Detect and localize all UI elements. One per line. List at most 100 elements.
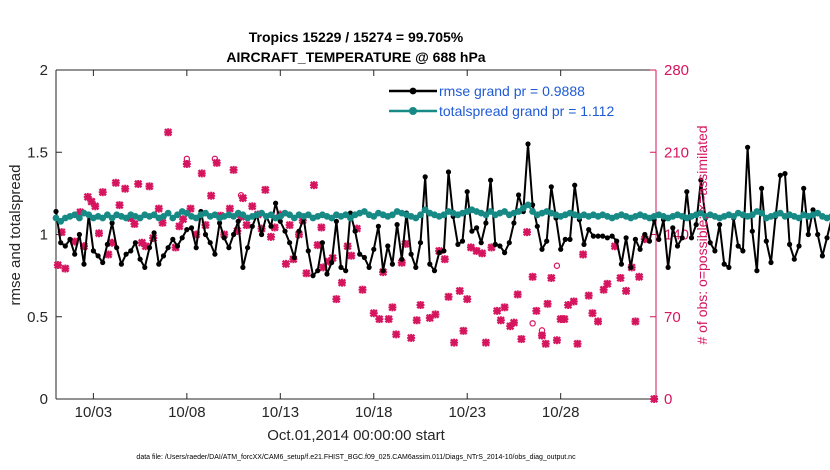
rmse-point (128, 248, 134, 254)
obs-assimilated-marker (513, 290, 522, 299)
totalspread-point (814, 209, 822, 217)
rmse-point (628, 264, 634, 270)
obs-assimilated-marker (317, 223, 326, 232)
rmse-point (235, 218, 241, 224)
rmse-point (282, 228, 288, 234)
rmse-point (338, 264, 344, 270)
rmse-point (693, 222, 699, 228)
rmse-point (76, 231, 82, 238)
y-axis-label-right: # of obs: o=possible; ×=assimilated (694, 125, 710, 344)
rmse-point (637, 246, 643, 252)
rmse-point (188, 225, 195, 231)
rmse-point (207, 240, 213, 246)
rmse-point (618, 261, 625, 267)
obs-assimilated-marker (450, 338, 459, 347)
rmse-point (202, 231, 209, 238)
obs-assimilated-marker (332, 295, 341, 304)
rmse-point (132, 240, 138, 246)
obs-assimilated-marker (98, 188, 107, 197)
obs-assimilated-marker (91, 202, 100, 211)
rmse-point (459, 238, 466, 244)
rmse-point (632, 236, 639, 242)
rmse-point (600, 233, 606, 239)
obs-assimilated-marker (94, 229, 104, 238)
legend-label: totalspread grand pr = 1.112 (439, 103, 614, 119)
obs-possible-marker (183, 155, 191, 163)
totalspread-point (76, 214, 83, 222)
rmse-point (441, 248, 447, 254)
rmse-point (787, 241, 793, 247)
rmse-point (179, 235, 185, 241)
rmse-point (745, 144, 751, 150)
obs-assimilated-marker (543, 299, 552, 308)
rmse-point (717, 222, 723, 228)
obs-assimilated-marker (444, 292, 453, 301)
rmse-point (399, 256, 405, 262)
obs-assimilated-marker (137, 238, 147, 247)
rmse-point (721, 261, 727, 267)
rmse-point (791, 256, 797, 262)
rmse-point (740, 248, 746, 254)
obs-assimilated-marker (650, 394, 659, 404)
obs-assimilated-marker (431, 310, 440, 319)
obs-assimilated-marker (481, 338, 490, 347)
rmse-point (572, 182, 578, 188)
obs-assimilated-marker (560, 315, 569, 324)
rmse-point (100, 259, 106, 266)
rmse-point (759, 185, 765, 191)
obs-possible-marker (211, 155, 219, 163)
obs-assimilated-marker (407, 333, 416, 342)
obs-assimilated-marker (302, 269, 311, 278)
obs-assimilated-marker (509, 318, 518, 327)
rmse-point (366, 264, 372, 270)
rmse-point (726, 264, 732, 270)
rmse-point (805, 231, 811, 238)
obs-assimilated-marker (154, 204, 163, 213)
rmse-point (511, 220, 517, 226)
obs-assimilated-marker (53, 261, 62, 270)
rmse-point (684, 189, 690, 195)
obs-assimilated-marker (584, 291, 593, 300)
legend: rmse grand pr = 0.9888 totalspread grand … (389, 83, 614, 119)
rmse-point (810, 207, 816, 213)
rmse-point (819, 253, 826, 259)
obs-assimilated-marker (541, 339, 550, 348)
obs-assimilated-marker (496, 316, 505, 325)
rmse-point (548, 184, 554, 190)
rmse-point (352, 228, 358, 234)
y-tick-label-left: 2 (40, 62, 48, 79)
obs-assimilated-marker (517, 335, 526, 344)
obs-assimilated-marker (309, 181, 318, 190)
obs-assimilated-marker (369, 309, 378, 318)
rmse-point (375, 223, 381, 229)
obs-assimilated-marker (478, 249, 487, 258)
rmse-point (329, 259, 335, 266)
rmse-point (371, 246, 377, 252)
chart-title-line1: Tropics 15229 / 15274 = 99.705% (249, 29, 464, 45)
rmse-point (688, 235, 695, 241)
totalspread-point (389, 211, 396, 219)
rmse-point (315, 268, 321, 274)
rmse-point (184, 227, 190, 233)
rmse-point (698, 177, 704, 183)
legend-marker (409, 107, 417, 115)
obs-assimilated-marker (466, 243, 476, 252)
rmse-point (212, 251, 218, 257)
rmse-point (291, 254, 297, 261)
data-file-footnote: data file: /Users/raeder/DAI/ATM_forcXX/… (136, 454, 576, 461)
rmse-point (380, 268, 386, 274)
obs-assimilated-marker (261, 185, 270, 194)
rmse-point (749, 228, 755, 234)
rmse-point (245, 245, 251, 251)
obs-assimilated-marker (130, 219, 139, 228)
rmse-point (502, 250, 508, 256)
rmse-point (712, 248, 718, 254)
rmse-point (474, 225, 480, 231)
obs-assimilated-marker (281, 259, 290, 268)
obs-assimilated-marker (375, 315, 384, 324)
rmse-point (310, 273, 316, 279)
y-tick-label-right: 0 (664, 391, 672, 408)
rmse-point (516, 192, 522, 198)
rmse-point (506, 240, 512, 246)
rmse-point (782, 171, 788, 177)
